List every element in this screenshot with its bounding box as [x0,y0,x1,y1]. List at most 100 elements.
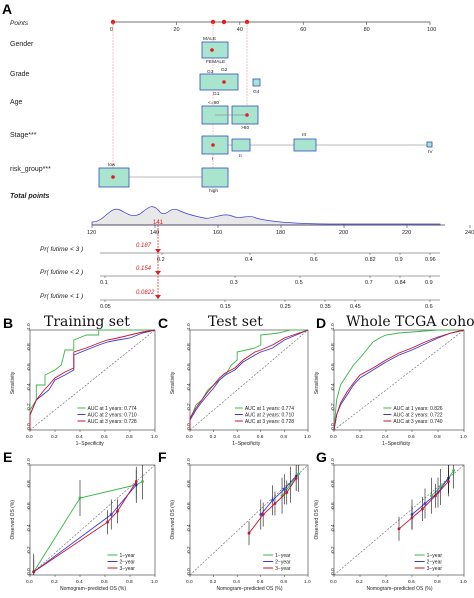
prob-row-label: Pr( futime < 3 ) [40,246,83,253]
level-stage-iv: IV [428,149,433,155]
level-stage-iii: III [302,132,306,138]
arrow [155,249,161,253]
x-axis-label: Nomogram−predicted OS (%) [217,586,283,592]
prob-row-value: 0.187 [136,243,152,249]
panel-letter-f: F [158,449,167,465]
legend-label: AUC at 2 years: 0.722 [393,412,442,418]
y-tick-label: 0.6 [26,502,32,509]
series-line [33,481,137,573]
stage-ii-box [231,138,251,152]
legend-label: AUC at 2 years: 0.710 [88,412,137,418]
y-axis-label: Observed OS (%) [170,500,176,540]
legend-label: 3−year [427,566,443,572]
x-tick-label: 0.8 [280,579,287,585]
level-risk-high: high [209,188,218,194]
data-point [259,513,263,516]
prob-tick-label: 0.35 [320,304,331,310]
prob-row-label: Pr( futime < 2 ) [40,269,83,276]
panel-letter-c: C [158,315,168,331]
reference-diagonal [189,464,309,576]
x-tick-label: 0.2 [210,434,217,440]
x-tick-label: 0.8 [126,434,133,440]
panel-c: C Test set 0.0 0.0 0.2 0.2 0.4 0.4 0.6 0.6 0.8 0.8 1… [158,314,311,447]
y-tick-label: 0.8 [330,343,336,350]
x-tick-label: 0.0 [186,579,193,585]
y-tick-label: 0.8 [26,480,32,487]
x-tick-label: 1.0 [304,434,311,440]
panel-e: E 0.0 0.0 0.2 0.2 0.4 0.4 0.6 0.6 0.8 0.8 1.0 1.0 Nom… [3,449,158,592]
plot-frame [333,464,465,576]
gender-point [210,48,214,52]
data-point [397,527,401,531]
legend-label: 1−year [120,553,136,559]
x-tick-label: 0.8 [434,579,441,585]
data-point [109,513,113,516]
prob-tick-label: 0.05 [100,304,111,310]
grade-box [199,73,239,91]
prob-tick-label: 0.82 [365,257,376,263]
y-tick-label: 0.6 [186,363,192,370]
reference-diagonal [333,329,465,431]
x-tick-label: 0.6 [101,434,108,440]
reference-diagonal [189,329,309,431]
total-tick-label: 120 [87,230,96,236]
y-tick-label: 0.0 [186,568,192,575]
legend-label: 2−year [120,559,136,565]
legend-label: 2−year [275,559,291,565]
x-tick-label: 0.6 [101,579,108,585]
legend-label: 1−year [275,553,291,559]
x-tick-label: 0.2 [356,579,363,585]
data-point [434,494,437,498]
y-tick-label: 1.0 [186,458,192,465]
total-ticks: 120 140 160 180 200 220 240 [87,225,474,236]
plot-frame [189,329,309,431]
y-tick-label: 0.0 [330,568,336,575]
prob-tick-label: 0.6 [425,304,433,310]
series-line [411,477,449,515]
legend-label: AUC at 3 years: 0.728 [245,419,294,425]
total-tick-label: 180 [276,230,285,236]
data-point [106,520,109,524]
points-tick-label: 80 [364,27,370,33]
prob-tick-label: 0.2 [157,257,165,263]
probability-rows: Pr( futime < 3 ) 0.187 0.2 0.4 0.6 0.82 0.9 0.9… [40,243,440,310]
level-stage-i: I [212,156,213,162]
prob-tick-label: 0.25 [280,304,291,310]
data-point [283,487,286,491]
y-tick-label: 0.8 [186,343,192,350]
y-tick-label: 0.2 [186,546,192,553]
risk-high-box [201,167,229,188]
total-tick-label: 240 [465,230,474,236]
panel-letter-g: G [316,449,327,465]
y-tick-label: 0.2 [330,546,336,553]
x-tick-label: 0.6 [408,579,415,585]
series-line [33,481,143,572]
arrow [155,271,161,275]
points-tick-label: 20 [173,27,179,33]
x-tick-label: 0.2 [210,579,217,585]
y-tick-label: 0.6 [26,363,32,370]
x-axis-label: 1−Specificity [76,441,105,447]
plot-frame [189,464,309,576]
panel-title: Test set [208,314,263,330]
stage-i-box [201,135,229,155]
level-age-le60: <=60 [208,100,219,106]
level-stage-ii: II [239,153,242,159]
y-tick-label: 0.0 [26,568,32,575]
data-point [294,476,298,480]
prob-tick-label: 0.3 [230,280,238,286]
stage-iv-box [426,141,433,148]
prob-tick-label: 0.84 [395,280,406,286]
points-tick-label: 60 [300,27,306,33]
y-tick-label: 0.4 [186,383,192,390]
reference-diagonal [29,329,156,431]
x-tick-label: 0.8 [126,579,133,585]
y-tick-label: 1.0 [26,458,32,465]
level-g3: G3 [207,69,214,75]
panel-title: Training set [44,314,130,330]
data-point [116,509,119,513]
total-tick-label: 160 [213,230,222,236]
x-tick-label: 0.8 [434,434,441,440]
prob-tick-label: 0.6 [310,257,318,263]
